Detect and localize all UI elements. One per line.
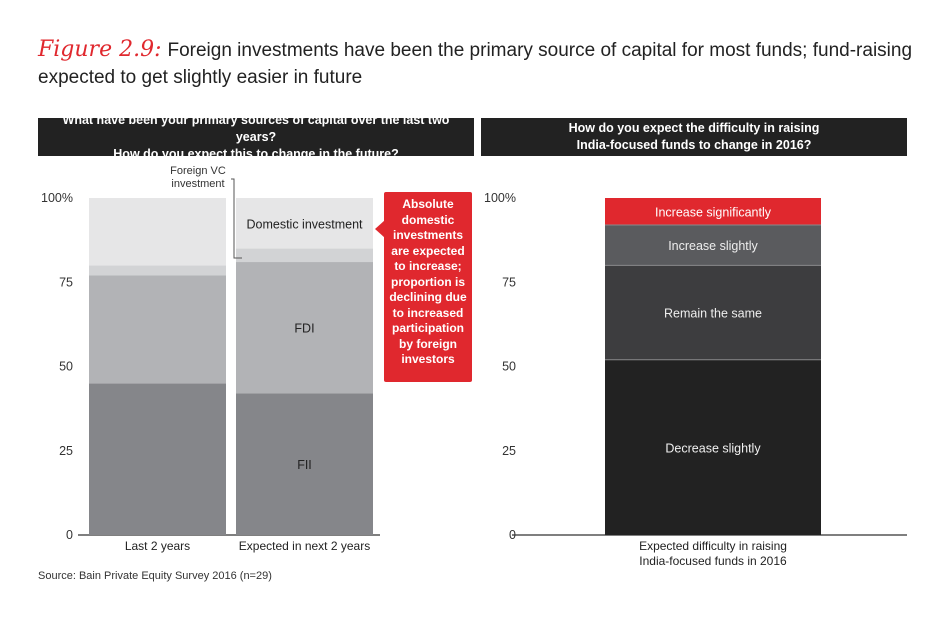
bar-foreign-vc-investment-expected-in-next-2-years: [236, 248, 373, 263]
left-header-line2: How do you expect this to change in the …: [113, 146, 399, 161]
segment-label-fii: FII: [297, 458, 312, 472]
left-header-line1: What have been your primary sources of c…: [62, 112, 450, 144]
right-header-line1: How do you expect the difficulty in rais…: [568, 121, 820, 135]
right-chart-ytick-label: 0: [509, 528, 516, 542]
segment-label-fdi: FDI: [294, 322, 314, 336]
callout-box: Absolute domestic investments are expect…: [384, 192, 472, 382]
right-category-label: India-focused funds in 2016: [639, 554, 787, 568]
annotation-leader-line: [231, 178, 242, 259]
right-chart-ytick-label: 50: [502, 360, 516, 374]
segment-label-increase-slightly: Increase slightly: [668, 239, 758, 253]
bar-increase-slightly: [605, 224, 821, 266]
figure-label: Figure 2.9:: [38, 37, 162, 62]
bar-fii-expected-in-next-2-years: [236, 393, 373, 535]
left-chart-ytick-label: 75: [59, 275, 73, 289]
annotation-foreign-vc-line1: Foreign VC: [170, 165, 226, 177]
left-chart-ytick-label: 100%: [41, 191, 73, 205]
segment-label-decrease-slightly: Decrease slightly: [665, 441, 761, 455]
bar-foreign-vc-investment-last-2-years: [89, 265, 226, 276]
segment-label-increase-significantly: Increase significantly: [655, 205, 772, 219]
bar-domestic-investment-last-2-years: [89, 198, 226, 266]
bar-fdi-expected-in-next-2-years: [236, 262, 373, 394]
figure-title: Figure 2.9: Foreign investments have been…: [38, 36, 918, 91]
bar-decrease-slightly: [605, 359, 821, 535]
right-header-line2: India-focused funds to change in 2016?: [576, 138, 812, 152]
bar-fdi-last-2-years: [89, 275, 226, 384]
bar-remain-the-same: [605, 265, 821, 360]
bar-domestic-investment-expected-in-next-2-years: [236, 198, 373, 249]
bar-fii-last-2-years: [89, 383, 226, 535]
callout-arrow: [375, 220, 385, 238]
left-chart-ytick-label: 0: [66, 528, 73, 542]
left-chart-ytick-label: 50: [59, 360, 73, 374]
right-chart-ytick-label: 100%: [484, 191, 516, 205]
source-note: Source: Bain Private Equity Survey 2016 …: [38, 570, 272, 582]
annotation-foreign-vc-line2: investment: [171, 178, 224, 190]
bar-increase-significantly: [605, 198, 821, 225]
left-chart-ytick-label: 25: [59, 444, 73, 458]
right-category-label: Expected difficulty in raising: [639, 539, 787, 553]
left-category-label: Expected in next 2 years: [239, 539, 370, 553]
right-panel-header: How do you expect the difficulty in rais…: [481, 118, 907, 156]
right-chart-ytick-label: 75: [502, 275, 516, 289]
segment-label-domestic-investment: Domestic investment: [246, 217, 363, 231]
left-panel-header: What have been your primary sources of c…: [38, 113, 474, 161]
right-chart-ytick-label: 25: [502, 444, 516, 458]
left-category-label: Last 2 years: [125, 539, 190, 553]
segment-label-remain-the-same: Remain the same: [664, 307, 762, 321]
figure-title-text: Foreign investments have been the primar…: [38, 40, 913, 88]
